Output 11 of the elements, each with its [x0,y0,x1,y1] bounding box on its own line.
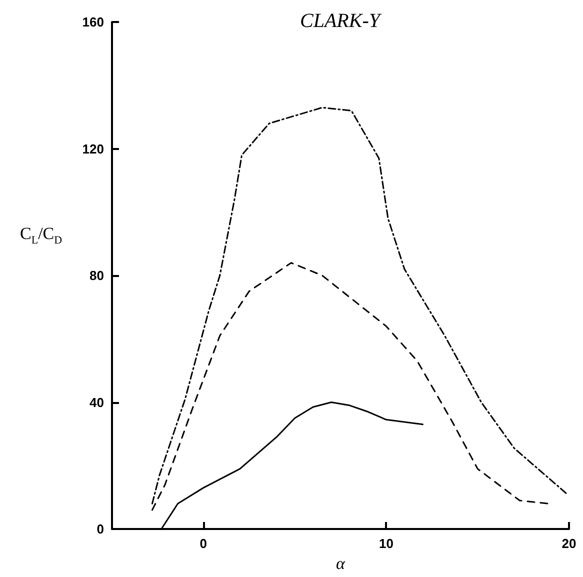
y-tick-label: 160 [82,14,104,30]
y-tick-label: 120 [82,141,104,156]
y-tick-label: 80 [90,268,104,283]
x-tick-label: 0 [200,536,208,551]
y-tick-label: 0 [96,522,104,536]
x-tick-label: 10 [378,536,394,551]
y-tick-label: 40 [90,394,104,410]
chart-title: CLARK-Y [300,10,382,32]
x-tick-label: 20 [562,536,576,551]
x-axis-title: α [336,554,346,573]
y-axis-title: C$_{L}$/C$_{D}$ [20,224,62,246]
